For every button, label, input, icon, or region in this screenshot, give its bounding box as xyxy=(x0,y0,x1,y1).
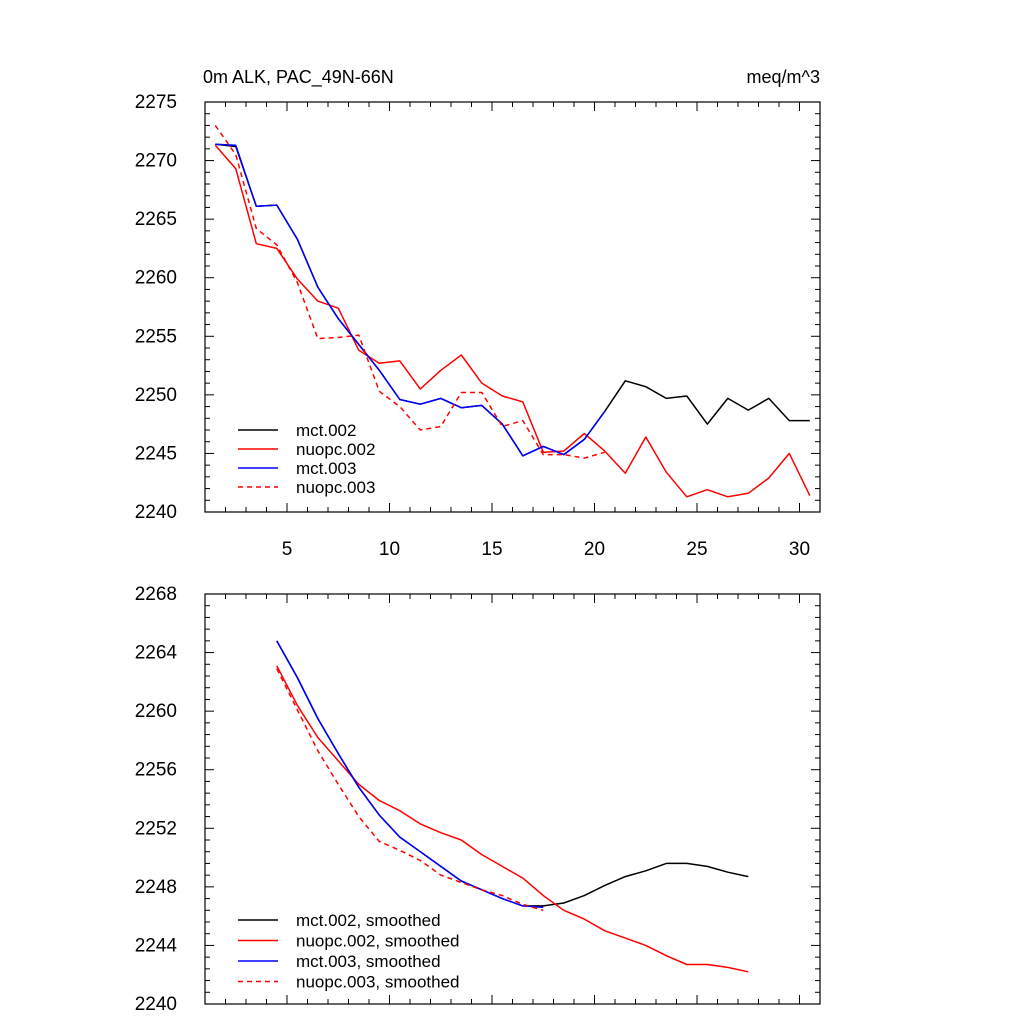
y-tick-label: 2244 xyxy=(135,935,178,956)
bottom-panel: 2240 2244 2248 2252 2256 2260 2264 2268 mct.002,… xyxy=(135,584,821,1015)
x-tick-label: 30 xyxy=(789,539,810,560)
y-tick-label: 2260 xyxy=(135,268,177,289)
y-tick-label: 2256 xyxy=(135,760,177,781)
y-tick-label: 2275 xyxy=(135,92,177,113)
top-panel: 2240 2245 2250 2255 2260 2265 2270 2275 5 10 15 20 2… xyxy=(135,92,821,560)
legend-label: mct.003 xyxy=(296,459,356,478)
x-tick-label: 10 xyxy=(379,539,400,560)
y-tick-label: 2255 xyxy=(135,326,177,347)
legend-label: mct.003, smoothed xyxy=(296,952,441,971)
y-tick-label: 2260 xyxy=(135,701,177,722)
y-tick-label: 2240 xyxy=(135,502,177,523)
series-line xyxy=(276,640,544,909)
legend-label: nuopc.002 xyxy=(296,440,375,459)
x-tick-label: 15 xyxy=(481,539,502,560)
chart-units: meq/m^3 xyxy=(747,67,820,87)
legend-label: nuopc.003 xyxy=(296,478,375,497)
y-tick-label: 2268 xyxy=(135,584,177,605)
chart-title: 0m ALK, PAC_49N-66N xyxy=(203,67,394,88)
series-line xyxy=(215,143,606,457)
x-tick-label: 20 xyxy=(584,539,605,560)
series-line xyxy=(276,640,749,907)
legend-label: mct.002 xyxy=(296,421,356,440)
y-tick-label: 2252 xyxy=(135,818,177,839)
legend-label: mct.002, smoothed xyxy=(296,911,441,930)
y-tick-label: 2264 xyxy=(135,643,178,664)
series-line xyxy=(214,124,606,459)
y-tick-label: 2265 xyxy=(135,209,177,230)
y-tick-label: 2245 xyxy=(135,443,177,464)
series-line xyxy=(214,144,811,498)
x-tick-label: 5 xyxy=(282,539,293,560)
y-tick-label: 2240 xyxy=(135,994,177,1015)
y-tick-label: 2270 xyxy=(135,151,177,172)
y-tick-label: 2248 xyxy=(135,877,177,898)
legend-label: nuopc.002, smoothed xyxy=(296,932,460,951)
x-tick-label: 25 xyxy=(686,539,707,560)
y-tick-label: 2250 xyxy=(135,385,177,406)
series-line xyxy=(276,668,544,912)
legend-label: nuopc.003, smoothed xyxy=(296,973,460,992)
